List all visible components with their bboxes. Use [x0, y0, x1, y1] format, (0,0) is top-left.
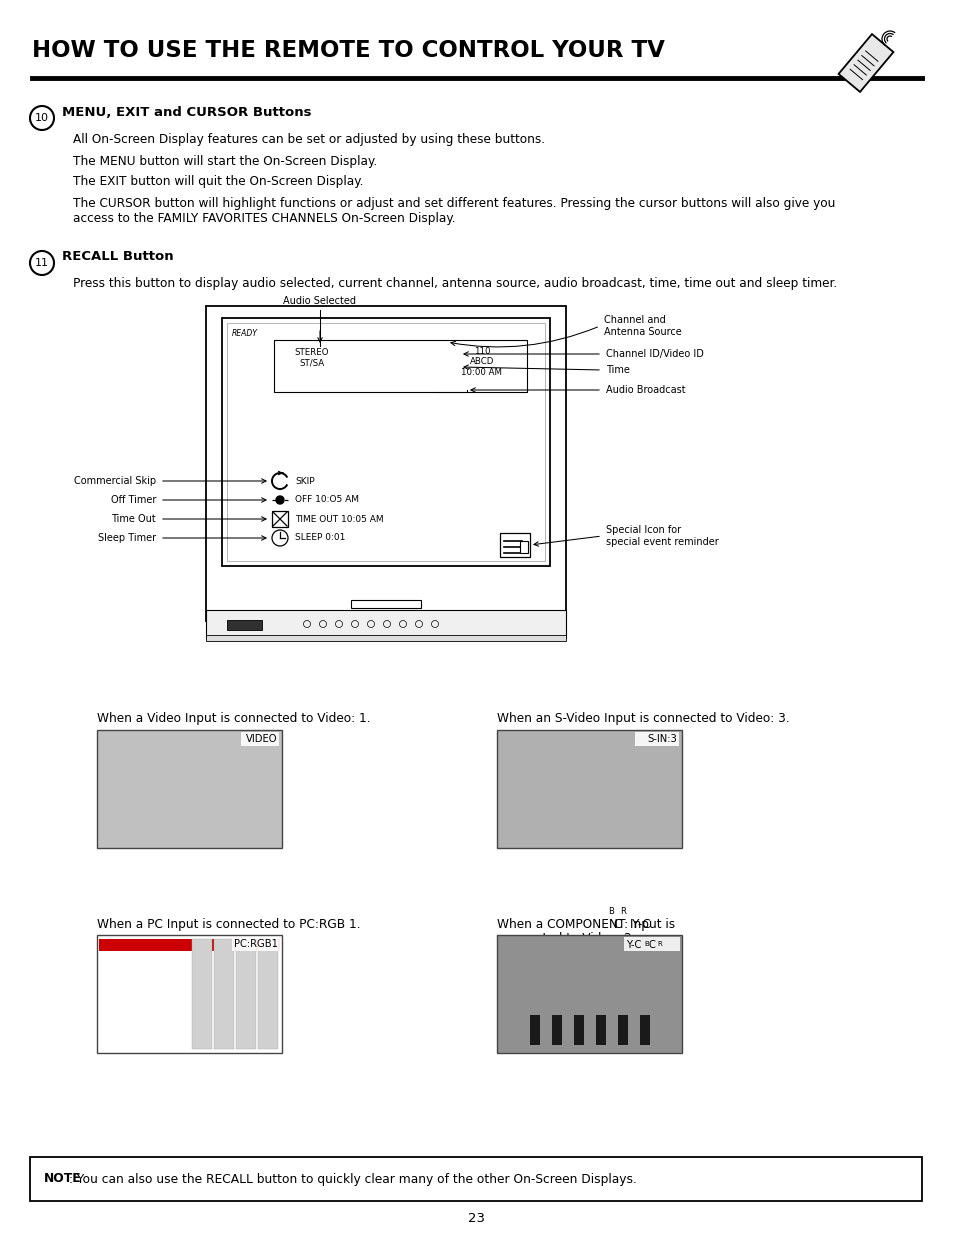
- Bar: [639, 1015, 649, 1045]
- Polygon shape: [838, 35, 893, 91]
- Text: 23: 23: [468, 1212, 485, 1224]
- Text: The MENU button will start the On-Screen Display.: The MENU button will start the On-Screen…: [73, 156, 376, 168]
- Text: connected to Video: 2.: connected to Video: 2.: [498, 932, 635, 945]
- Text: The CURSOR button will highlight functions or adjust and set different features.: The CURSOR button will highlight functio…: [73, 198, 835, 225]
- Circle shape: [275, 496, 284, 504]
- Bar: [227, 620, 262, 630]
- Text: Channel ID/Video ID: Channel ID/Video ID: [605, 350, 703, 359]
- Text: 10: 10: [35, 112, 49, 124]
- Text: Input is: Input is: [625, 918, 675, 931]
- Bar: [241, 732, 278, 746]
- Text: STEREO
ST/SA: STEREO ST/SA: [294, 348, 329, 367]
- Bar: [30, 1157, 921, 1200]
- Text: : You can also use the RECALL button to quickly clear many of the other On-Scree: : You can also use the RECALL button to …: [69, 1172, 636, 1186]
- Bar: [552, 1015, 561, 1045]
- Bar: [257, 939, 277, 1049]
- Bar: [97, 730, 282, 848]
- Text: Special Icon for
special event reminder: Special Icon for special event reminder: [605, 525, 718, 547]
- Text: VIDEO: VIDEO: [245, 734, 276, 743]
- Bar: [97, 935, 282, 1053]
- Bar: [497, 935, 681, 1053]
- Bar: [497, 730, 681, 848]
- Bar: [227, 324, 544, 561]
- Bar: [596, 1015, 605, 1045]
- Bar: [235, 939, 255, 1049]
- Text: Press this button to display audio selected, current channel, antenna source, au: Press this button to display audio selec…: [73, 277, 836, 290]
- Text: When a COMPONENT: Y-C: When a COMPONENT: Y-C: [497, 920, 650, 932]
- Bar: [272, 511, 288, 527]
- Bar: [623, 937, 679, 951]
- Text: S-IN:3: S-IN:3: [646, 734, 677, 743]
- Text: Y-C: Y-C: [625, 940, 640, 950]
- Text: NOTE: NOTE: [44, 1172, 82, 1186]
- Bar: [499, 534, 530, 557]
- Text: Off Timer: Off Timer: [111, 495, 156, 505]
- Text: MENU, EXIT and CURSOR Buttons: MENU, EXIT and CURSOR Buttons: [62, 105, 312, 119]
- Bar: [351, 600, 420, 608]
- Text: R: R: [619, 908, 625, 916]
- Text: When a PC Input is connected to PC:RGB 1.: When a PC Input is connected to PC:RGB 1…: [97, 918, 360, 931]
- Text: Audio Broadcast: Audio Broadcast: [605, 385, 685, 395]
- Bar: [222, 317, 550, 566]
- Text: B: B: [643, 941, 648, 947]
- Text: When an S-Video Input is connected to Video: 3.: When an S-Video Input is connected to Vi…: [497, 713, 789, 725]
- Bar: [618, 1015, 627, 1045]
- Bar: [232, 937, 280, 951]
- Text: B: B: [607, 908, 613, 916]
- Text: 110
ABCD
10:00 AM: 110 ABCD 10:00 AM: [461, 347, 502, 377]
- Text: Time: Time: [605, 366, 629, 375]
- Text: SKIP: SKIP: [294, 477, 314, 485]
- Text: HOW TO USE THE REMOTE TO CONTROL YOUR TV: HOW TO USE THE REMOTE TO CONTROL YOUR TV: [32, 40, 664, 62]
- Bar: [213, 939, 233, 1049]
- Text: TIME OUT 10:05 AM: TIME OUT 10:05 AM: [294, 515, 383, 524]
- Bar: [99, 939, 280, 951]
- Bar: [519, 541, 527, 553]
- Bar: [574, 1015, 583, 1045]
- Text: Channel and
Antenna Source: Channel and Antenna Source: [603, 315, 681, 337]
- Bar: [635, 732, 679, 746]
- Bar: [206, 306, 565, 621]
- Text: The EXIT button will quit the On-Screen Display.: The EXIT button will quit the On-Screen …: [73, 175, 363, 188]
- Bar: [206, 610, 565, 638]
- Bar: [274, 340, 526, 391]
- Text: All On-Screen Display features can be set or adjusted by using these buttons.: All On-Screen Display features can be se…: [73, 133, 544, 146]
- Text: C: C: [613, 918, 621, 931]
- Text: When a Video Input is connected to Video: 1.: When a Video Input is connected to Video…: [97, 713, 370, 725]
- Text: R: R: [657, 941, 661, 947]
- Text: When a COMPONENT: Y-C: When a COMPONENT: Y-C: [497, 918, 650, 931]
- Text: Sleep Timer: Sleep Timer: [98, 534, 156, 543]
- Text: READY: READY: [232, 329, 257, 338]
- Text: Time Out: Time Out: [112, 514, 156, 524]
- Text: C: C: [648, 940, 655, 950]
- Text: PC:RGB1: PC:RGB1: [233, 939, 277, 948]
- Bar: [206, 635, 565, 641]
- Text: OFF 10:O5 AM: OFF 10:O5 AM: [294, 495, 358, 505]
- Text: SLEEP 0:01: SLEEP 0:01: [294, 534, 345, 542]
- Bar: [530, 1015, 539, 1045]
- Bar: [192, 939, 212, 1049]
- Text: Audio Selected: Audio Selected: [283, 296, 356, 306]
- Text: 11: 11: [35, 258, 49, 268]
- Text: Commercial Skip: Commercial Skip: [73, 475, 156, 487]
- Text: RECALL Button: RECALL Button: [62, 251, 173, 263]
